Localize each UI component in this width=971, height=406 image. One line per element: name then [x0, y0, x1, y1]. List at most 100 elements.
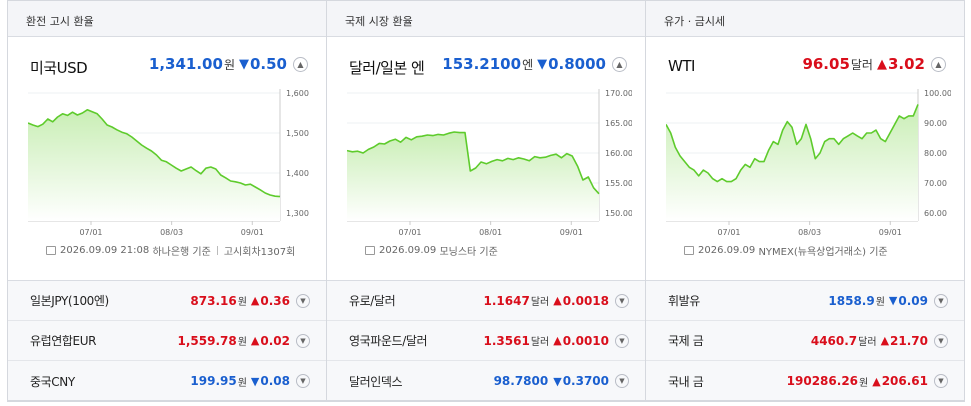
chevron-down-icon[interactable]: ▲: [293, 56, 308, 72]
quote-list: 일본JPY(100엔) 873.16 원 ▲ 0.36 ▼ 유럽연합EUR 1,559.78 원…: [8, 280, 326, 401]
list-item[interactable]: 유럽연합EUR 1,559.78 원 ▲ 0.02 ▼: [8, 321, 326, 361]
source-date: 2026.09.09: [698, 245, 756, 256]
item-change: 0.36: [260, 293, 290, 308]
chevron-down-icon[interactable]: ▼: [934, 374, 948, 388]
item-value: 1.3561: [483, 333, 530, 348]
chevron-down-icon[interactable]: ▼: [934, 293, 948, 308]
y-tick-label: 100.00: [924, 89, 951, 98]
main-value-group: 153.2100 엔 ▼ 0.8000 ▲: [442, 55, 627, 73]
quote-list: 유로/달러 1.1647 달러 ▲ 0.0018 ▼ 영국파운드/달러 1.3561 달러 ▲ 0.…: [327, 280, 645, 401]
item-change: 0.08: [260, 374, 290, 388]
item-label[interactable]: 유로/달러: [349, 294, 396, 308]
chevron-down-icon[interactable]: ▼: [615, 293, 629, 308]
series-line: [347, 131, 600, 195]
y-tick-label: 60.00: [924, 209, 947, 218]
item-value: 1858.9: [828, 293, 875, 308]
main-change: 3.02: [887, 55, 925, 73]
chevron-down-icon[interactable]: ▼: [615, 374, 629, 388]
chevron-down-icon[interactable]: ▼: [615, 333, 629, 348]
y-tick-label: 1,400: [286, 169, 309, 178]
list-item[interactable]: 국내 금 190286.26 원 ▲ 206.61 ▼: [646, 361, 964, 401]
source-provider: 모닝스타 기준: [439, 247, 498, 258]
item-change: 21.70: [890, 333, 928, 348]
panel-header: 국제 시장 환율: [327, 1, 645, 37]
down-arrow-icon: ▼: [553, 374, 562, 388]
item-value: 190286.26: [786, 374, 859, 388]
list-item[interactable]: 달러인덱스 98.7800 ▼ 0.3700 ▼: [327, 361, 645, 401]
chevron-down-icon[interactable]: ▼: [296, 293, 310, 308]
item-label[interactable]: 휘발유: [668, 294, 700, 308]
y-tick-label: 150.00: [605, 209, 632, 218]
source-extra: 고시회차1307회: [223, 247, 296, 258]
main-quote[interactable]: 미국USD 1,341.00 원 ▼ 0.50 ▲ 1,600 1,500 1,400 1,300…: [8, 37, 326, 280]
item-label[interactable]: 국제 금: [668, 334, 704, 348]
list-item[interactable]: 영국파운드/달러 1.3561 달러 ▲ 0.0010 ▼: [327, 321, 645, 361]
area-fill: [347, 132, 599, 221]
chevron-down-icon[interactable]: ▼: [934, 333, 948, 348]
up-arrow-icon: ▲: [553, 334, 562, 347]
rate-chart: 1,600 1,500 1,400 1,300 07/01 08/03 09/01: [28, 89, 309, 235]
list-item[interactable]: 일본JPY(100엔) 873.16 원 ▲ 0.36 ▼: [8, 281, 326, 321]
list-item[interactable]: 유로/달러 1.1647 달러 ▲ 0.0018 ▼: [327, 281, 645, 321]
item-label[interactable]: 중국CNY: [30, 374, 75, 389]
chevron-down-icon[interactable]: ▲: [612, 56, 627, 72]
item-value: 1,559.78: [177, 333, 237, 348]
item-unit: 달러: [858, 337, 877, 348]
y-tick-label: 1,500: [286, 129, 309, 138]
y-tick-label: 1,600: [286, 89, 309, 98]
bottom-border: [7, 400, 965, 402]
up-arrow-icon: ▲: [880, 334, 890, 347]
item-label[interactable]: 유럽연합EUR: [30, 334, 97, 348]
source-line: 2026.09.09 21:08 하나은행 기준 고시회차1307회: [46, 243, 310, 258]
main-title[interactable]: 달러/일본 엔: [349, 59, 425, 77]
main-unit: 엔: [522, 57, 534, 72]
item-change: 0.09: [898, 293, 928, 308]
chevron-down-icon[interactable]: ▼: [296, 374, 310, 388]
item-unit: 달러: [530, 337, 550, 348]
x-tick-label: 07/01: [79, 228, 102, 235]
x-tick-label: 08/01: [479, 228, 502, 235]
source-line: 2026.09.09 모닝스타 기준: [365, 243, 629, 258]
item-label[interactable]: 영국파운드/달러: [349, 334, 428, 348]
series-line: [666, 104, 919, 183]
main-title[interactable]: 미국USD: [30, 59, 88, 77]
list-item[interactable]: 휘발유 1858.9 원 ▼ 0.09 ▼: [646, 281, 964, 321]
panel-header: 유가 · 금시세: [646, 1, 964, 37]
up-arrow-icon: ▲: [250, 334, 260, 347]
list-item[interactable]: 중국CNY 199.95 원 ▼ 0.08 ▼: [8, 361, 326, 401]
list-item[interactable]: 국제 금 4460.7 달러 ▲ 21.70 ▼: [646, 321, 964, 361]
item-label[interactable]: 일본JPY(100엔): [30, 294, 109, 308]
main-quote[interactable]: WTI 96.05 달러 ▲ 3.02 ▲ 100.00 90.00 80.00 70.00 60.…: [646, 37, 964, 280]
y-tick-label: 170.00: [605, 89, 632, 98]
chevron-down-icon[interactable]: ▲: [931, 56, 946, 72]
item-unit: 원: [237, 377, 247, 389]
up-arrow-icon: ▲: [872, 374, 881, 388]
y-tick-label: 80.00: [924, 149, 947, 158]
up-arrow-icon: ▲: [553, 294, 562, 307]
item-change: 206.61: [881, 374, 928, 388]
divider: [216, 246, 218, 255]
y-tick-label: 70.00: [924, 179, 947, 188]
panel-oil-gold: 유가 · 금시세 WTI 96.05 달러 ▲ 3.02 ▲ 100.00 90.00 80.00…: [645, 0, 965, 402]
main-title[interactable]: WTI: [668, 57, 695, 75]
source-line: 2026.09.09 NYMEX(뉴욕상업거래소) 기준: [684, 243, 948, 258]
series-line: [28, 109, 281, 198]
main-unit: 원: [223, 57, 235, 72]
main-quote[interactable]: 달러/일본 엔 153.2100 엔 ▼ 0.8000 ▲ 170.00 165.00 160.…: [327, 37, 645, 280]
x-tick-label: 08/03: [160, 228, 183, 235]
main-change: 0.8000: [548, 55, 606, 73]
document-icon: [365, 246, 375, 255]
source-provider: NYMEX(뉴욕상업거래소) 기준: [758, 247, 888, 258]
up-arrow-icon: ▲: [876, 56, 887, 72]
item-value: 1.1647: [483, 293, 530, 308]
x-tick-label: 09/01: [241, 228, 264, 235]
x-tick-label: 07/01: [398, 228, 421, 235]
down-arrow-icon: ▼: [250, 374, 260, 388]
item-value: 98.7800: [493, 374, 549, 388]
y-tick-label: 165.00: [605, 119, 632, 128]
item-value: 199.95: [190, 374, 237, 388]
item-value: 873.16: [190, 293, 237, 308]
item-label[interactable]: 달러인덱스: [349, 374, 403, 389]
item-label[interactable]: 국내 금: [668, 374, 704, 389]
chevron-down-icon[interactable]: ▼: [296, 333, 310, 348]
